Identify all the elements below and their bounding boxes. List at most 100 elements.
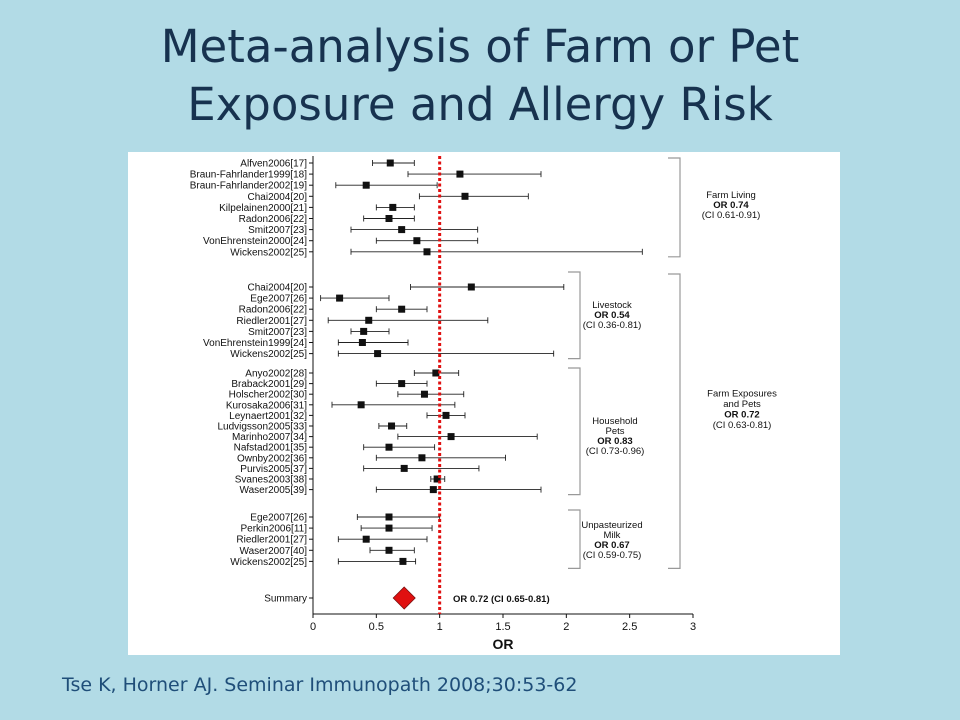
study-label: Smit2007[23] [248, 327, 307, 338]
point-estimate [385, 443, 393, 451]
group-label-line: (CI 0.73-0.96) [586, 446, 645, 457]
summary-text: OR 0.72 (CI 0.65-0.81) [453, 594, 550, 605]
group-label-line: (CI 0.59-0.75) [583, 550, 642, 561]
point-estimate [420, 390, 428, 398]
point-estimate [385, 513, 393, 521]
x-tick-label: 3 [690, 621, 696, 633]
study-label: Chai2004[20] [248, 192, 308, 203]
point-estimate [385, 215, 393, 222]
citation: Tse K, Horner AJ. Seminar Immunopath 200… [62, 674, 578, 696]
point-estimate [461, 192, 469, 200]
study-label: Ownby2002[36] [237, 453, 307, 464]
forest-plot-panel: 0 0.5 1 1.5 2 2.5 3 OR Alfven2006[17] Braun-Fahrl… [128, 152, 840, 655]
study-label: Chai2004[20] [248, 283, 308, 294]
point-estimate [467, 283, 475, 291]
forest-plot: 0 0.5 1 1.5 2 2.5 3ORAlfven2006[17]Braun-Fahrl… [190, 156, 777, 652]
study-label: Braun-Fahrlander1999[18] [190, 170, 308, 181]
point-estimate [418, 454, 426, 462]
point-estimate [413, 237, 421, 245]
study-label: Wickens2002[25] [230, 557, 307, 568]
study-label: Smit2007[23] [248, 225, 307, 236]
point-estimate [456, 170, 464, 178]
group-label-line: OR 0.67 [594, 540, 629, 551]
study-label: Nafstad2001[35] [234, 443, 308, 454]
study-label: Radon2006[22] [239, 305, 308, 316]
point-estimate [399, 557, 407, 565]
study-label: Ludvigsson2005[33] [217, 422, 307, 433]
x-tick-label: 1.5 [495, 621, 510, 633]
study-label: Radon2006[22] [239, 214, 308, 225]
x-tick-label: 0 [310, 621, 316, 633]
group-label-line: OR 0.74 [713, 200, 749, 211]
point-estimate [386, 159, 394, 167]
study-label: Wickens2002[25] [230, 349, 307, 360]
slide-title-line-1: Meta-analysis of Farm or Pet [160, 20, 800, 73]
group-label-line: OR 0.83 [597, 436, 632, 447]
point-estimate [358, 339, 366, 346]
bracket-unpasteurized-milk [568, 509, 581, 569]
group-label-line: OR 0.72 [724, 409, 759, 420]
point-estimate [398, 305, 406, 313]
group-label-line: (CI 0.61-0.91) [702, 210, 761, 221]
point-estimate [362, 535, 370, 543]
group-label-line: Milk [604, 530, 621, 541]
group-label-line: Unpasteurized [581, 520, 642, 531]
bracket-household-pets [568, 367, 581, 496]
x-tick-label: 2.5 [622, 621, 637, 633]
x-axis-title: OR [493, 636, 514, 652]
study-label: Ege2007[26] [250, 294, 307, 305]
point-estimate [398, 226, 406, 234]
study-label: Kurosaka2006[31] [226, 400, 307, 411]
point-estimate [442, 411, 450, 419]
x-tick-label: 0.5 [369, 621, 384, 633]
study-label: Anyo2002[28] [245, 369, 307, 380]
study-label: Kilpelainen2000[21] [219, 203, 307, 214]
study-label: Leynaert2001[32] [229, 411, 307, 422]
point-estimate [336, 294, 344, 302]
study-label: Alfven2006[17] [240, 159, 307, 170]
x-tick-label: 2 [563, 621, 569, 633]
study-label: Purvis2005[37] [240, 464, 307, 475]
point-estimate [360, 327, 368, 335]
study-label: Perkin2006[11] [240, 524, 307, 535]
study-label: Marinho2007[34] [232, 432, 307, 443]
study-label: Svanes2003[38] [235, 475, 308, 486]
point-estimate [432, 369, 440, 377]
group-label-line: and Pets [723, 399, 761, 410]
bracket-farm-living [668, 157, 681, 258]
study-label: Ege2007[26] [250, 513, 307, 524]
point-estimate [388, 422, 396, 430]
point-estimate [433, 475, 441, 483]
point-estimate [365, 316, 373, 324]
point-estimate [389, 203, 397, 211]
slide-title-line-2: Exposure and Allergy Risk [187, 78, 773, 131]
study-label: Waser2007[40] [240, 546, 308, 557]
x-tick-label: 1 [437, 621, 443, 633]
point-estimate [398, 380, 406, 388]
study-label: Riedler2001[27] [236, 535, 307, 546]
study-label: Braback2001[29] [231, 379, 307, 390]
slide-title: Meta-analysis of Farm or Pet Exposure an… [0, 18, 960, 134]
group-label-line: Household [592, 416, 637, 427]
study-label: VonEhrenstein1999[24] [203, 338, 307, 349]
point-estimate [423, 248, 431, 256]
group-label-line: Livestock [592, 300, 632, 311]
bracket-farm-exposures [668, 273, 681, 569]
study-label: VonEhrenstein2000[24] [203, 236, 307, 247]
study-label: Holscher2002[30] [229, 390, 308, 401]
point-estimate [362, 181, 370, 189]
point-estimate [429, 486, 437, 494]
point-estimate [374, 350, 382, 358]
study-label: Braun-Fahrlander2002[19] [190, 181, 308, 192]
study-label: Waser2005[39] [240, 485, 308, 496]
summary-label: Summary [264, 594, 307, 605]
group-label-line: (CI 0.36-0.81) [583, 320, 642, 331]
group-label-line: Pets [605, 426, 624, 437]
point-estimate [400, 464, 408, 472]
study-label: Riedler2001[27] [236, 316, 307, 327]
point-estimate [447, 433, 455, 441]
bracket-livestock [568, 271, 581, 360]
group-label-line: Farm Exposures [707, 388, 777, 399]
group-label-line: OR 0.54 [594, 310, 630, 321]
point-estimate [385, 524, 393, 532]
